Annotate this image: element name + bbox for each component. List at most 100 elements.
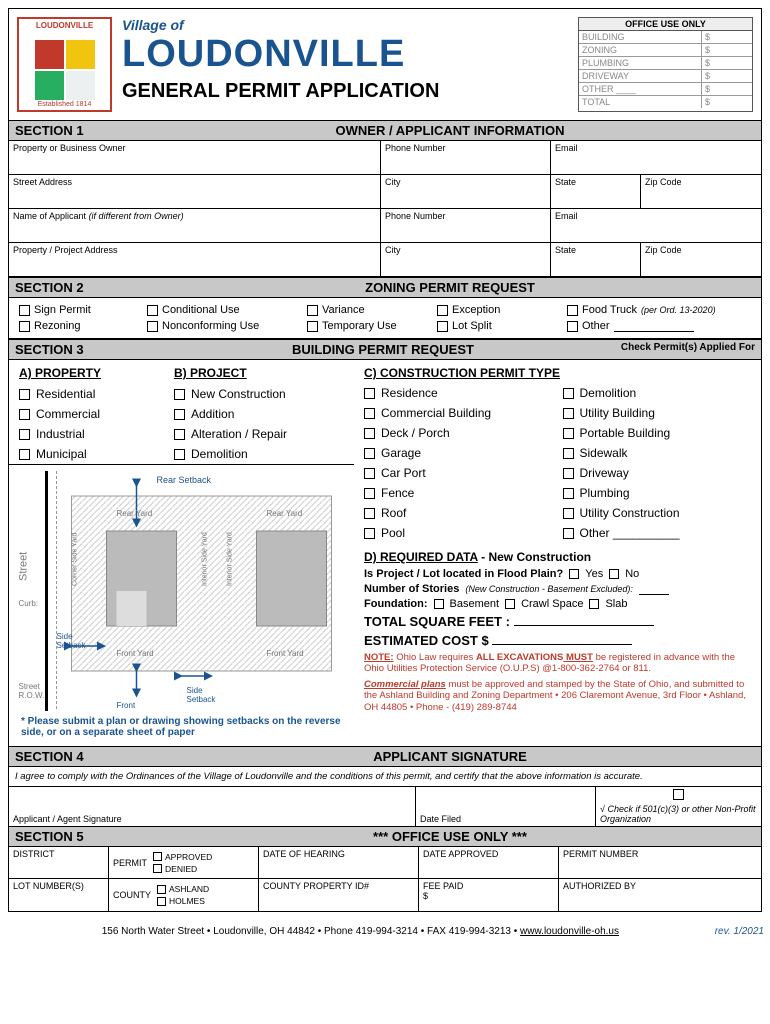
stories-field[interactable]: Number of Stories (New Construction - Ba… [364,583,751,595]
village-logo: LOUDONVILLE Established 1814 [17,17,112,112]
signature-row: Applicant / Agent Signature Date Filed √… [9,787,761,826]
lot-numbers-field[interactable]: LOT NUMBER(S) [9,879,109,911]
flood-no-checkbox[interactable] [609,569,619,579]
other-construction-checkbox[interactable]: Other __________ [563,526,752,540]
project-zip-field[interactable]: Zip Code [641,243,761,277]
industrial-checkbox[interactable]: Industrial [19,427,174,441]
applicant-phone-field[interactable]: Phone Number [381,209,551,243]
office-other-label: OTHER ____ [579,83,702,95]
svg-text:Setback: Setback [187,695,217,704]
slab-checkbox[interactable] [589,599,599,609]
fee-paid-field[interactable]: FEE PAID$ [419,879,559,911]
street-address-field[interactable]: Street Address [9,175,381,209]
permit-number-field[interactable]: PERMIT NUMBER [559,847,761,879]
driveway-checkbox[interactable]: Driveway [563,466,752,480]
project-address-field[interactable]: Property / Project Address [9,243,381,277]
crawl-space-checkbox[interactable] [505,599,515,609]
svg-text:Front: Front [117,701,136,710]
zip-field[interactable]: Zip Code [641,175,761,209]
county-property-id-field[interactable]: COUNTY PROPERTY ID# [259,879,419,911]
nonprofit-checkbox[interactable]: √ Check if 501(c)(3) or other Non-Profit… [596,787,761,826]
project-city-field[interactable]: City [381,243,551,277]
garage-checkbox[interactable]: Garage [364,446,553,460]
city-field[interactable]: City [381,175,551,209]
office-total-val[interactable]: $ [702,96,752,108]
demolition-project-checkbox[interactable]: Demolition [174,447,248,461]
new-construction-checkbox[interactable]: New Construction [174,387,286,401]
total-sqft-field[interactable]: TOTAL SQUARE FEET : [364,614,751,629]
office-other-val[interactable]: $ [702,83,752,95]
nonconforming-checkbox[interactable]: Nonconforming Use [147,320,307,332]
svg-text:Corner Side Yard: Corner Side Yard [72,532,79,586]
conditional-use-checkbox[interactable]: Conditional Use [147,304,307,316]
fence-checkbox[interactable]: Fence [364,486,553,500]
applicant-email-field[interactable]: Email [551,209,761,243]
commercial-building-checkbox[interactable]: Commercial Building [364,406,553,420]
logo-established: Established 1814 [38,101,92,108]
svg-text:R.O.W.: R.O.W. [19,691,45,700]
office-plumbing-val[interactable]: $ [702,57,752,69]
owner-email-field[interactable]: Email [551,141,761,175]
demolition-checkbox[interactable]: Demolition [563,386,752,400]
deck-porch-checkbox[interactable]: Deck / Porch [364,426,553,440]
setback-diagram: Rear Setback Rear Yard Rear Yard Street … [9,464,354,746]
hearing-date-field[interactable]: DATE OF HEARING [259,847,419,879]
permit-form: LOUDONVILLE Established 1814 Village of … [8,8,762,912]
section4-num: SECTION 4 [15,749,145,764]
pool-checkbox[interactable]: Pool [364,526,553,540]
temporary-use-checkbox[interactable]: Temporary Use [307,320,437,332]
authorized-by-field[interactable]: AUTHORIZED BY [559,879,761,911]
office-driveway-val[interactable]: $ [702,70,752,82]
state-field[interactable]: State [551,175,641,209]
commercial-checkbox[interactable]: Commercial [19,407,174,421]
office-driveway-label: DRIVEWAY [579,70,702,82]
exception-checkbox[interactable]: Exception [437,304,567,316]
office-building-val[interactable]: $ [702,31,752,43]
variance-checkbox[interactable]: Variance [307,304,437,316]
sign-permit-checkbox[interactable]: Sign Permit [19,304,147,316]
office-zoning-val[interactable]: $ [702,44,752,56]
date-filed-field[interactable]: Date Filed [416,787,596,826]
section1-row4: Property / Project Address City State Zi… [9,243,761,277]
signature-field[interactable]: Applicant / Agent Signature [9,787,416,826]
applicant-name-field[interactable]: Name of Applicant (if different from Own… [9,209,381,243]
footer: 156 North Water Street • Loudonville, OH… [0,920,770,943]
other-zoning-checkbox[interactable]: Other [567,320,717,332]
sidewalk-checkbox[interactable]: Sidewalk [563,446,752,460]
portable-building-checkbox[interactable]: Portable Building [563,426,752,440]
roof-checkbox[interactable]: Roof [364,506,553,520]
section3-header: SECTION 3 BUILDING PERMIT REQUEST Check … [9,339,761,360]
section4-header: SECTION 4 APPLICANT SIGNATURE [9,746,761,767]
plumbing-checkbox[interactable]: Plumbing [563,486,752,500]
holmes-checkbox[interactable]: HOLMES [157,896,209,906]
lot-split-checkbox[interactable]: Lot Split [437,320,567,332]
flood-yes-checkbox[interactable] [569,569,579,579]
estimated-cost-field[interactable]: ESTIMATED COST $ [364,633,751,648]
date-approved-field[interactable]: DATE APPROVED [419,847,559,879]
owner-phone-field[interactable]: Phone Number [381,141,551,175]
agreement-text: I agree to comply with the Ordinances of… [9,767,761,787]
rezoning-checkbox[interactable]: Rezoning [19,320,147,332]
car-port-checkbox[interactable]: Car Port [364,466,553,480]
utility-building-checkbox[interactable]: Utility Building [563,406,752,420]
residential-checkbox[interactable]: Residential [19,387,174,401]
district-field[interactable]: DISTRICT [9,847,109,879]
owner-name-field[interactable]: Property or Business Owner [9,141,381,175]
municipal-checkbox[interactable]: Municipal [19,447,174,461]
svg-text:Setback: Setback [117,710,147,711]
header: LOUDONVILLE Established 1814 Village of … [9,9,761,120]
basement-checkbox[interactable] [434,599,444,609]
utility-construction-checkbox[interactable]: Utility Construction [563,506,752,520]
alteration-repair-checkbox[interactable]: Alteration / Repair [174,427,287,441]
addition-checkbox[interactable]: Addition [174,407,234,421]
denied-checkbox[interactable]: DENIED [153,864,212,874]
ashland-checkbox[interactable]: ASHLAND [157,884,209,894]
project-state-field[interactable]: State [551,243,641,277]
office-use-header: OFFICE USE ONLY [579,18,752,31]
food-truck-checkbox[interactable]: Food Truck (per Ord. 13-2020) [567,304,717,316]
svg-text:Rear Setback: Rear Setback [157,475,212,485]
residence-checkbox[interactable]: Residence [364,386,553,400]
section3-note: Check Permit(s) Applied For [621,342,755,357]
revision-label: rev. 1/2021 [715,926,764,937]
approved-checkbox[interactable]: APPROVED [153,852,212,862]
